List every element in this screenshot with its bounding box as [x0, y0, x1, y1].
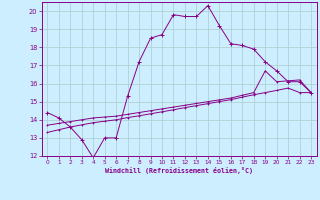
X-axis label: Windchill (Refroidissement éolien,°C): Windchill (Refroidissement éolien,°C): [105, 167, 253, 174]
